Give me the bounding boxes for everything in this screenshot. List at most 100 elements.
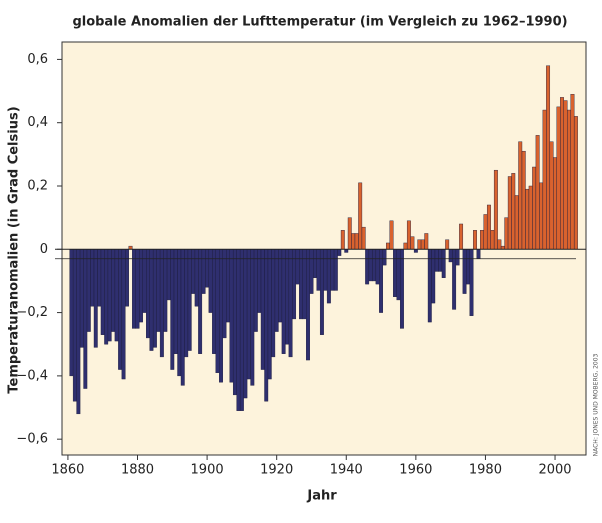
bar [455, 249, 460, 266]
bar [139, 249, 143, 323]
bar [532, 166, 537, 250]
bar [86, 249, 91, 332]
y-tick-label: 0,6 [27, 52, 48, 67]
bar [271, 249, 276, 358]
bar [198, 249, 203, 354]
bar [243, 249, 248, 399]
bar [382, 249, 387, 266]
bar [253, 249, 258, 332]
y-tick-label: −0,6 [16, 432, 48, 447]
bar [316, 249, 321, 291]
bar [396, 249, 401, 301]
bar [483, 214, 488, 250]
bar [337, 249, 342, 256]
bar [340, 230, 345, 250]
bar [125, 249, 130, 307]
bar [441, 249, 446, 278]
bar [215, 249, 220, 373]
bar [288, 249, 293, 358]
bar [319, 249, 324, 335]
bar [539, 182, 544, 250]
bar [563, 100, 568, 250]
x-tick-label: 2000 [538, 463, 571, 478]
bar [490, 230, 495, 250]
bar [368, 249, 373, 282]
bar [393, 249, 397, 297]
bar [79, 249, 84, 348]
bar [264, 249, 269, 402]
x-tick-label: 1920 [260, 463, 293, 478]
bar [354, 233, 359, 250]
bar [560, 97, 564, 250]
bar [163, 249, 168, 332]
y-tick-label: 0 [40, 242, 48, 257]
bar [194, 249, 199, 307]
bar [274, 249, 279, 332]
bar [191, 249, 196, 294]
x-tick-label: 1960 [399, 463, 432, 478]
bar [170, 249, 175, 370]
bar [187, 249, 192, 351]
bar [226, 249, 230, 323]
bar [493, 169, 498, 250]
y-axis-label: Temperaturanomalien (in Grad Celsius) [7, 106, 22, 393]
bar [514, 195, 519, 250]
bar [431, 249, 436, 304]
bar [219, 249, 223, 383]
bar [389, 220, 394, 250]
bar [236, 249, 241, 411]
y-tick-label: −0,4 [16, 368, 48, 383]
bar [177, 249, 182, 377]
bar [497, 239, 502, 250]
bar [528, 185, 533, 250]
bar [156, 249, 161, 332]
bar [399, 249, 404, 329]
bar [76, 249, 81, 415]
bar [69, 249, 74, 377]
bar [299, 249, 303, 320]
bar [260, 249, 265, 370]
bar [553, 157, 557, 250]
bar [232, 249, 237, 396]
y-tick-label: 0,2 [27, 178, 48, 193]
bar [313, 249, 317, 278]
bar [573, 116, 578, 250]
bar [278, 249, 283, 323]
bar [132, 249, 136, 329]
bar [525, 188, 530, 250]
bar [323, 249, 328, 291]
bar [567, 109, 571, 250]
bar [90, 249, 95, 307]
bar [486, 204, 491, 250]
bar [166, 249, 171, 301]
bar [386, 242, 390, 250]
bar [104, 249, 109, 345]
bar [466, 249, 470, 285]
bar [507, 176, 512, 250]
bar [121, 249, 126, 380]
y-tick-label: 0,4 [27, 115, 48, 130]
bar [406, 220, 411, 250]
bar [246, 249, 251, 380]
bar [535, 135, 540, 250]
bar [417, 239, 422, 250]
bar [222, 249, 227, 339]
bar [83, 249, 88, 389]
bar [159, 249, 164, 358]
bar [333, 249, 338, 291]
bar [250, 249, 255, 386]
bar [184, 249, 189, 358]
bar [424, 233, 429, 250]
bar [267, 249, 272, 380]
bar [420, 239, 425, 250]
bar [542, 109, 547, 250]
bar [326, 249, 331, 304]
bar [285, 249, 290, 345]
bar [521, 150, 526, 250]
source-note: NACH: JONES UND MOBERG, 2003 [593, 353, 600, 456]
bar [309, 249, 314, 294]
bar [93, 249, 98, 348]
bar [295, 249, 300, 285]
bar [361, 226, 366, 250]
